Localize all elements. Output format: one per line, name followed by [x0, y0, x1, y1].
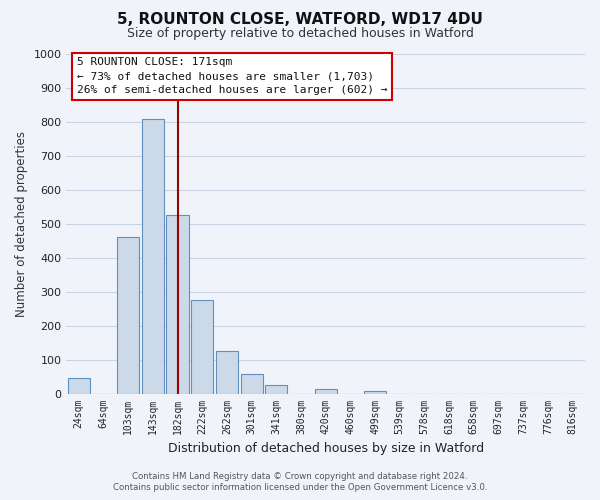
Text: Contains HM Land Registry data © Crown copyright and database right 2024.
Contai: Contains HM Land Registry data © Crown c… — [113, 472, 487, 492]
Bar — [314, 390, 337, 394]
Bar — [166, 216, 188, 394]
Bar — [241, 374, 263, 394]
Text: 5, ROUNTON CLOSE, WATFORD, WD17 4DU: 5, ROUNTON CLOSE, WATFORD, WD17 4DU — [117, 12, 483, 28]
Bar — [216, 351, 238, 394]
Bar — [142, 118, 164, 394]
Text: 5 ROUNTON CLOSE: 171sqm
← 73% of detached houses are smaller (1,703)
26% of semi: 5 ROUNTON CLOSE: 171sqm ← 73% of detache… — [77, 58, 387, 96]
Bar — [117, 238, 139, 394]
Y-axis label: Number of detached properties: Number of detached properties — [15, 131, 28, 317]
Bar — [68, 378, 90, 394]
Bar — [364, 391, 386, 394]
Bar — [265, 385, 287, 394]
Text: Size of property relative to detached houses in Watford: Size of property relative to detached ho… — [127, 28, 473, 40]
X-axis label: Distribution of detached houses by size in Watford: Distribution of detached houses by size … — [167, 442, 484, 455]
Bar — [191, 300, 214, 394]
